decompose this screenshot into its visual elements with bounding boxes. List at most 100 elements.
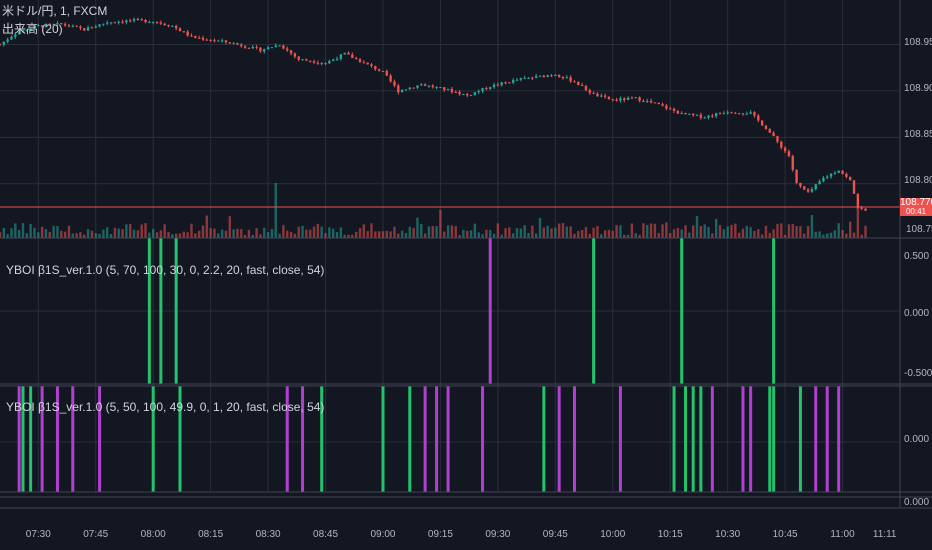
signal-bar-purple[interactable] xyxy=(285,386,289,492)
signal-bar-green[interactable] xyxy=(178,386,182,492)
candle-body[interactable] xyxy=(420,84,423,86)
candle-body[interactable] xyxy=(810,189,814,192)
candle-body[interactable] xyxy=(224,40,228,43)
candle-body[interactable] xyxy=(657,102,660,105)
candle-body[interactable] xyxy=(397,85,400,93)
candle-body[interactable] xyxy=(159,22,163,24)
signal-bar-green[interactable] xyxy=(29,386,33,492)
candle-body[interactable] xyxy=(458,91,461,95)
candle-body[interactable] xyxy=(152,21,155,23)
candle-body[interactable] xyxy=(550,75,553,77)
candle-body[interactable] xyxy=(619,98,622,101)
candle-body[interactable] xyxy=(266,47,270,50)
candle-body[interactable] xyxy=(75,25,78,27)
signal-bar-purple[interactable] xyxy=(481,386,485,492)
candle-body[interactable] xyxy=(289,50,293,54)
candle-body[interactable] xyxy=(52,24,55,26)
candle-body[interactable] xyxy=(496,84,500,86)
indicator1-axis[interactable]: 0.500 0.000 -0.500 xyxy=(904,251,932,379)
indicator2-legend[interactable]: YBOI β1S_ver.1.0 (5, 50, 100, 49.9, 0, 1… xyxy=(6,400,324,414)
candle-body[interactable] xyxy=(297,56,300,60)
candle-body[interactable] xyxy=(404,89,408,91)
signal-bar-green[interactable] xyxy=(691,386,695,492)
candle-body[interactable] xyxy=(309,60,312,62)
candle-body[interactable] xyxy=(695,114,699,116)
signal-bar-green[interactable] xyxy=(768,386,772,492)
candle-body[interactable] xyxy=(799,182,802,187)
candle-body[interactable] xyxy=(358,59,362,63)
candle-body[interactable] xyxy=(730,112,733,114)
candle-body[interactable] xyxy=(822,177,825,182)
candle-body[interactable] xyxy=(592,92,595,94)
candle-body[interactable] xyxy=(25,30,28,32)
candle-body[interactable] xyxy=(263,49,266,52)
candle-body[interactable] xyxy=(603,95,607,97)
indicator1-legend[interactable]: YBOI β1S_ver.1.0 (5, 70, 100, 30, 0, 2.2… xyxy=(6,263,324,277)
candle-body[interactable] xyxy=(140,19,143,21)
candle-body[interactable] xyxy=(757,115,760,121)
candle-body[interactable] xyxy=(600,95,603,97)
candle-body[interactable] xyxy=(320,63,323,65)
signal-bar-purple[interactable] xyxy=(71,386,75,492)
candle-body[interactable] xyxy=(121,21,124,23)
signal-bar-purple[interactable] xyxy=(557,386,561,492)
candle-body[interactable] xyxy=(466,94,469,96)
candle-body[interactable] xyxy=(232,43,235,45)
candle-body[interactable] xyxy=(669,108,672,110)
candle-body[interactable] xyxy=(580,84,584,86)
candle-body[interactable] xyxy=(270,47,274,49)
candle-body[interactable] xyxy=(393,81,396,86)
candle-body[interactable] xyxy=(833,172,837,174)
candle-body[interactable] xyxy=(312,61,316,63)
candle-body[interactable] xyxy=(79,26,82,29)
candle-body[interactable] xyxy=(48,24,51,26)
candle-body[interactable] xyxy=(726,112,729,114)
candle-body[interactable] xyxy=(286,48,289,51)
candle-body[interactable] xyxy=(462,94,465,96)
candle-body[interactable] xyxy=(148,22,151,24)
signal-bar-green[interactable] xyxy=(542,386,546,492)
candle-body[interactable] xyxy=(745,113,748,115)
candle-body[interactable] xyxy=(481,88,484,92)
candle-body[interactable] xyxy=(366,62,369,65)
candle-body[interactable] xyxy=(477,91,480,93)
candle-body[interactable] xyxy=(220,40,224,42)
candle-body[interactable] xyxy=(519,78,523,80)
candle-body[interactable] xyxy=(21,30,25,33)
candle-body[interactable] xyxy=(443,87,446,90)
candle-body[interactable] xyxy=(864,208,867,211)
candle-body[interactable] xyxy=(125,20,128,23)
candle-body[interactable] xyxy=(385,71,388,76)
candle-body[interactable] xyxy=(527,77,530,79)
candle-body[interactable] xyxy=(737,113,741,115)
candle-body[interactable] xyxy=(542,75,546,77)
candle-body[interactable] xyxy=(454,91,457,93)
candle-body[interactable] xyxy=(814,184,817,190)
candle-body[interactable] xyxy=(577,82,580,85)
candle-body[interactable] xyxy=(102,23,105,25)
candle-body[interactable] xyxy=(515,79,519,81)
candle-body[interactable] xyxy=(676,110,680,114)
candle-body[interactable] xyxy=(626,97,630,101)
candle-body[interactable] xyxy=(860,207,863,209)
signal-bar-purple[interactable] xyxy=(814,386,818,492)
candle-body[interactable] xyxy=(615,99,618,101)
candle-body[interactable] xyxy=(144,19,147,23)
candle-body[interactable] xyxy=(707,115,710,118)
candle-body[interactable] xyxy=(332,59,335,61)
candle-body[interactable] xyxy=(113,22,117,24)
indicator1-signals[interactable] xyxy=(147,238,776,384)
candle-body[interactable] xyxy=(274,45,277,48)
candle-body[interactable] xyxy=(492,84,496,88)
candle-body[interactable] xyxy=(10,36,13,40)
candle-body[interactable] xyxy=(171,25,174,27)
candle-body[interactable] xyxy=(841,170,844,174)
signal-bar-green[interactable] xyxy=(174,238,178,384)
candle-body[interactable] xyxy=(37,25,40,27)
signal-bar-green[interactable] xyxy=(320,386,324,492)
candle-body[interactable] xyxy=(117,21,120,23)
signal-bar-purple[interactable] xyxy=(55,386,59,492)
signal-bar-green[interactable] xyxy=(672,386,676,492)
candle-body[interactable] xyxy=(94,26,97,28)
candle-body[interactable] xyxy=(783,147,787,152)
